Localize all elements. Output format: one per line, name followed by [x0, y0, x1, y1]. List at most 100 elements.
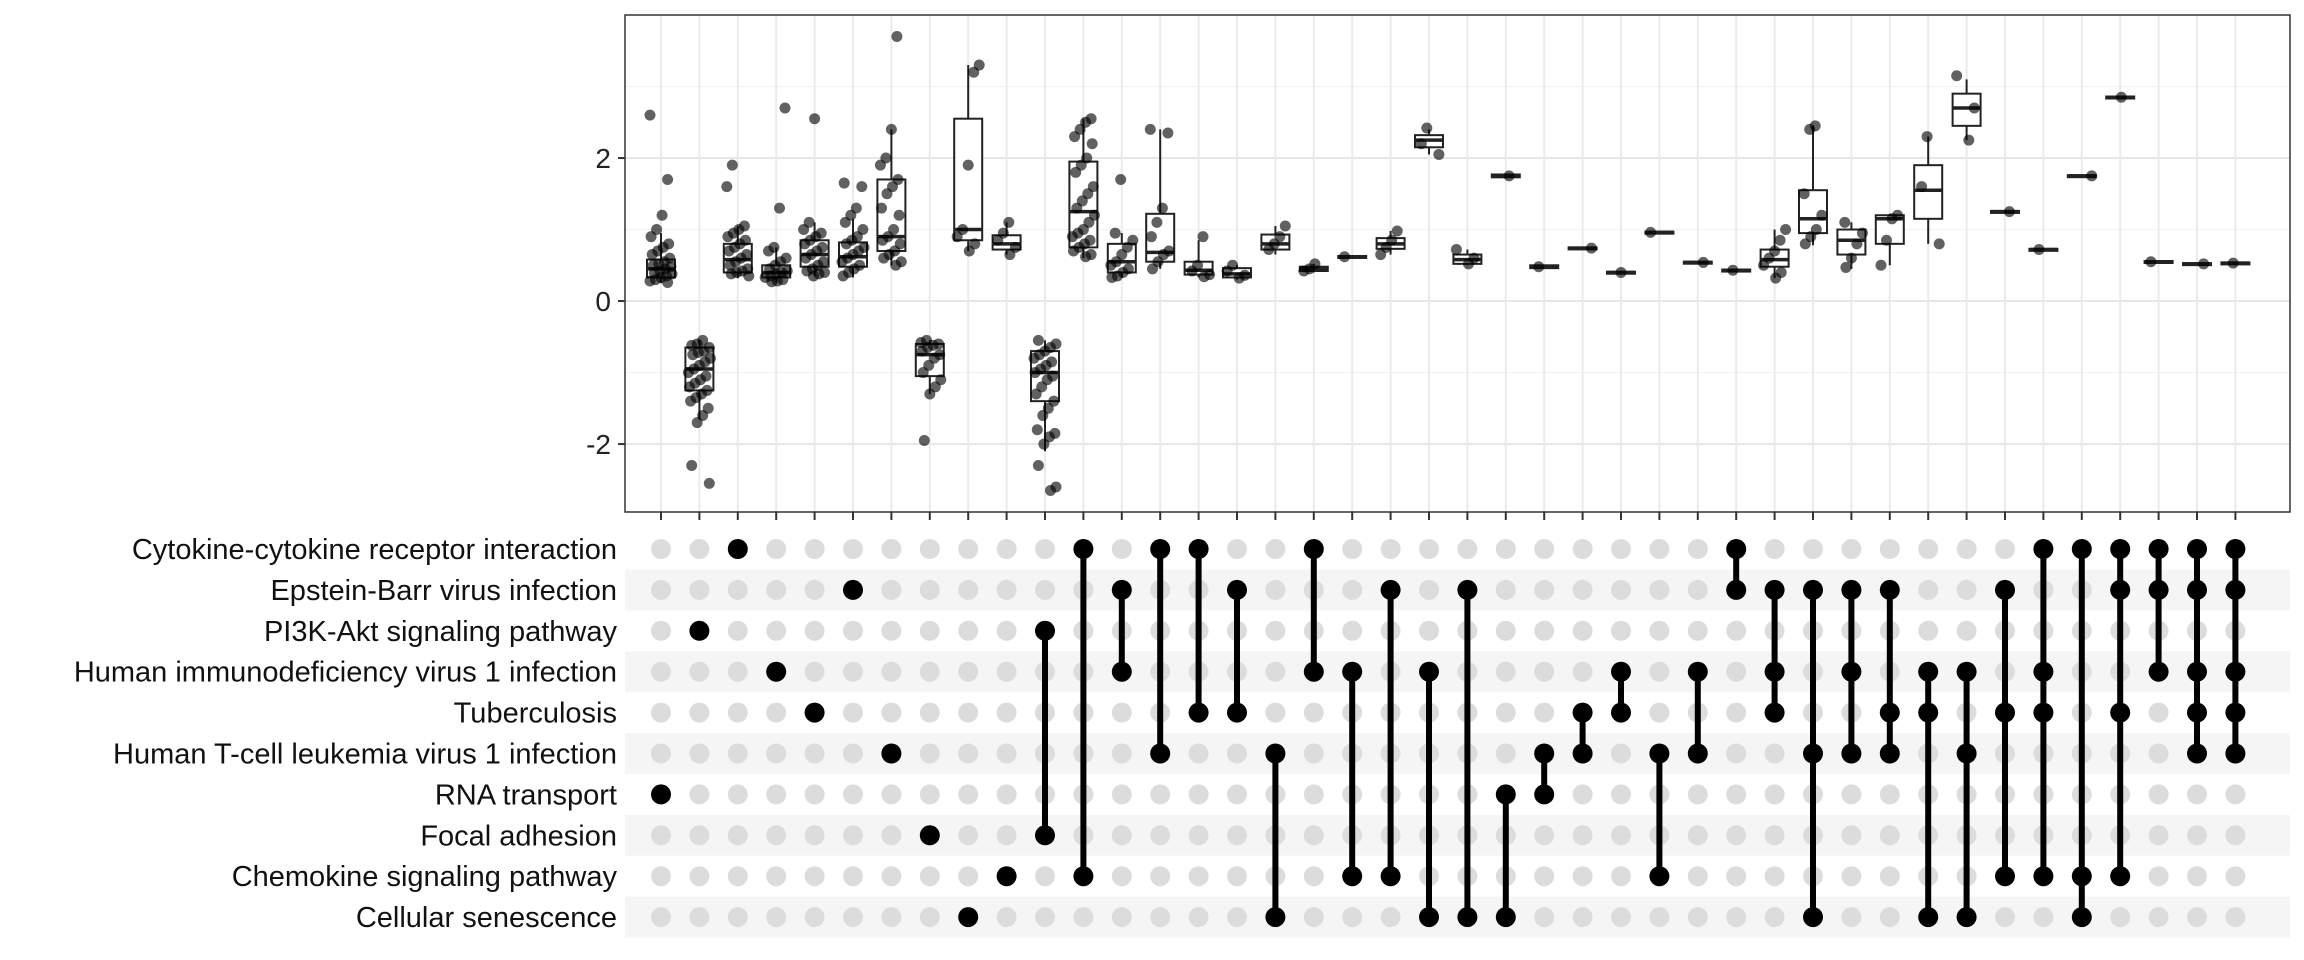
active-dot: [651, 784, 671, 805]
data-point: [1106, 271, 1118, 283]
inactive-dot: [1419, 539, 1439, 559]
inactive-dot: [2148, 702, 2169, 723]
inactive-dot: [727, 784, 748, 805]
active-dot: [1649, 743, 1670, 764]
intersection-column: [1726, 539, 1747, 928]
inactive-dot: [1687, 825, 1708, 846]
inactive-dot: [958, 620, 979, 641]
inactive-dot: [766, 620, 787, 641]
active-dot: [1956, 661, 1977, 682]
data-point: [1433, 148, 1445, 160]
inactive-dot: [958, 825, 979, 846]
inactive-dot: [881, 579, 902, 600]
inactive-dot: [1342, 907, 1363, 928]
active-dot: [2033, 661, 2054, 682]
inactive-dot: [1956, 539, 1977, 559]
data-point: [1144, 123, 1156, 135]
intersection-column: [1419, 539, 1439, 928]
active-dot: [1879, 579, 1900, 600]
inactive-dot: [1035, 539, 1055, 559]
inactive-dot: [1764, 866, 1785, 887]
set-label: Chemokine signaling pathway: [232, 861, 618, 893]
inactive-dot: [958, 743, 979, 764]
data-point: [1839, 216, 1851, 228]
intersection-column: [1956, 539, 1977, 928]
inactive-dot: [996, 661, 1017, 682]
data-point: [1032, 460, 1044, 472]
inactive-dot: [766, 866, 787, 887]
inactive-dot: [2187, 866, 2207, 887]
intersection-column: [2033, 539, 2054, 928]
active-dot: [2225, 661, 2246, 682]
active-dot: [1956, 743, 1977, 764]
inactive-dot: [651, 907, 671, 928]
active-dot: [1649, 866, 1670, 887]
data-point: [1840, 261, 1852, 273]
active-dot: [1303, 661, 1324, 682]
inactive-dot: [766, 784, 787, 805]
active-dot: [919, 825, 940, 846]
inactive-dot: [958, 784, 979, 805]
intersection-boxplot: [759, 102, 793, 288]
inactive-dot: [2187, 825, 2207, 846]
intersection-column: [1342, 539, 1363, 928]
data-point: [1004, 249, 1016, 261]
inactive-dot: [919, 784, 940, 805]
data-point: [1263, 244, 1275, 256]
active-dot: [689, 620, 710, 641]
data-point: [1030, 388, 1042, 400]
inactive-dot: [2225, 825, 2246, 846]
data-point: [891, 30, 903, 42]
intersection-column: [1572, 539, 1593, 928]
inactive-dot: [1534, 539, 1555, 559]
data-point: [1045, 485, 1056, 497]
intersection-boxplot: [1606, 266, 1636, 278]
inactive-dot: [1995, 907, 2015, 928]
intersection-column: [1111, 539, 1132, 928]
active-dot: [1995, 579, 2015, 600]
inactive-dot: [1918, 579, 1939, 600]
data-point: [1933, 238, 1945, 250]
data-point: [682, 367, 694, 379]
inactive-dot: [1495, 661, 1516, 682]
data-point: [800, 252, 812, 264]
data-point: [1391, 225, 1403, 237]
inactive-dot: [1073, 907, 1094, 928]
set-label: Tuberculosis: [454, 698, 617, 730]
inactive-dot: [2148, 825, 2169, 846]
active-dot: [2148, 539, 2169, 559]
inactive-dot: [1342, 539, 1363, 559]
inactive-dot: [1303, 702, 1324, 723]
active-dot: [1841, 661, 1862, 682]
inactive-dot: [766, 743, 787, 764]
inactive-dot: [2148, 866, 2169, 887]
data-point: [685, 395, 697, 407]
data-point: [1615, 266, 1627, 278]
intersection-column: [1534, 539, 1555, 928]
inactive-dot: [843, 620, 863, 641]
active-dot: [1150, 539, 1171, 559]
data-point: [1109, 227, 1121, 239]
inactive-dot: [1572, 539, 1593, 559]
inactive-dot: [1265, 702, 1286, 723]
active-dot: [1073, 539, 1094, 559]
active-dot: [1419, 907, 1439, 928]
inactive-dot: [1111, 907, 1132, 928]
inactive-dot: [1726, 825, 1747, 846]
inactive-dot: [1419, 620, 1439, 641]
active-dot: [1918, 702, 1939, 723]
inactive-dot: [1150, 907, 1171, 928]
data-point: [1780, 224, 1792, 236]
inactive-dot: [1956, 620, 1977, 641]
active-dot: [2187, 539, 2207, 559]
set-label: Epstein-Barr virus infection: [270, 575, 617, 607]
active-dot: [1227, 702, 1247, 723]
data-point: [2003, 206, 2015, 218]
inactive-dot: [727, 661, 748, 682]
inactive-dot: [651, 579, 671, 600]
active-dot: [1265, 907, 1286, 928]
inactive-dot: [1611, 866, 1631, 887]
inactive-dot: [727, 825, 748, 846]
active-dot: [1726, 539, 1747, 559]
inactive-dot: [881, 539, 902, 559]
